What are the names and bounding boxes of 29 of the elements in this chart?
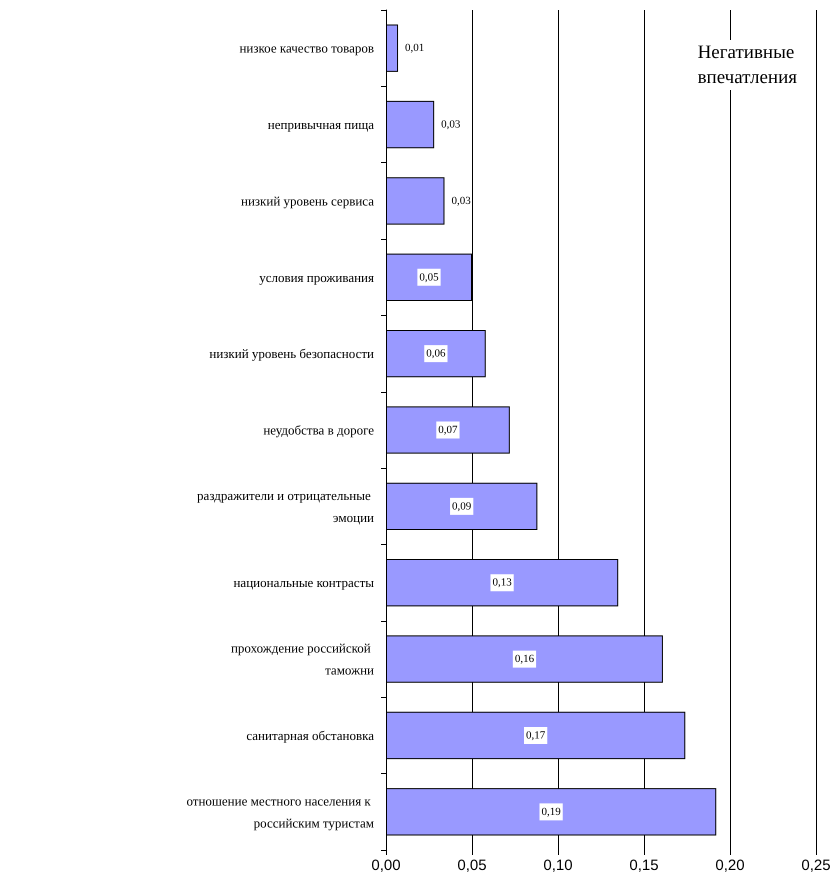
data-label: 0,03: [451, 194, 472, 207]
data-label: 0,19: [541, 806, 562, 818]
data-label: 0,17: [526, 729, 546, 742]
data-label: 0,16: [514, 653, 535, 666]
y-tick-label: отношение местного населения к российским туристам: [186, 793, 374, 830]
y-tick-label: раздражители и отрицательные эмоции: [197, 488, 374, 525]
data-label: 0,03: [441, 118, 461, 131]
y-tick-label: санитарная обстановка: [246, 728, 374, 743]
y-tick-label: низкий уровень безопасности: [209, 346, 374, 362]
y-tick-label: низкое качество товаров: [239, 40, 374, 56]
x-tick-label: 0,00: [371, 857, 401, 874]
x-tick-label: 0,15: [629, 857, 659, 874]
data-label: 0,05: [419, 271, 440, 284]
y-tick-label: национальные контрасты: [233, 575, 374, 590]
x-tick-label: 0,10: [543, 857, 573, 874]
x-tick-label: 0,25: [801, 857, 831, 874]
data-label: 0,09: [452, 500, 472, 512]
y-tick-label: условия проживания: [259, 270, 374, 285]
x-tick-label: 0,20: [715, 857, 745, 874]
annotation: Негативные впечатления: [698, 42, 798, 88]
y-tick-label: прохождение российской таможни: [230, 640, 374, 678]
data-label: 0,07: [438, 424, 458, 436]
data-label: 0,01: [405, 42, 424, 54]
x-tick-label: 0,05: [457, 857, 487, 874]
data-label: 0,13: [492, 576, 512, 589]
data-label: 0,06: [426, 348, 446, 360]
y-tick-label: низкий уровень сервиса: [241, 193, 374, 208]
y-tick-label: неудобства в дороге: [263, 422, 374, 438]
y-tick-label: непривычная пища: [268, 117, 374, 132]
